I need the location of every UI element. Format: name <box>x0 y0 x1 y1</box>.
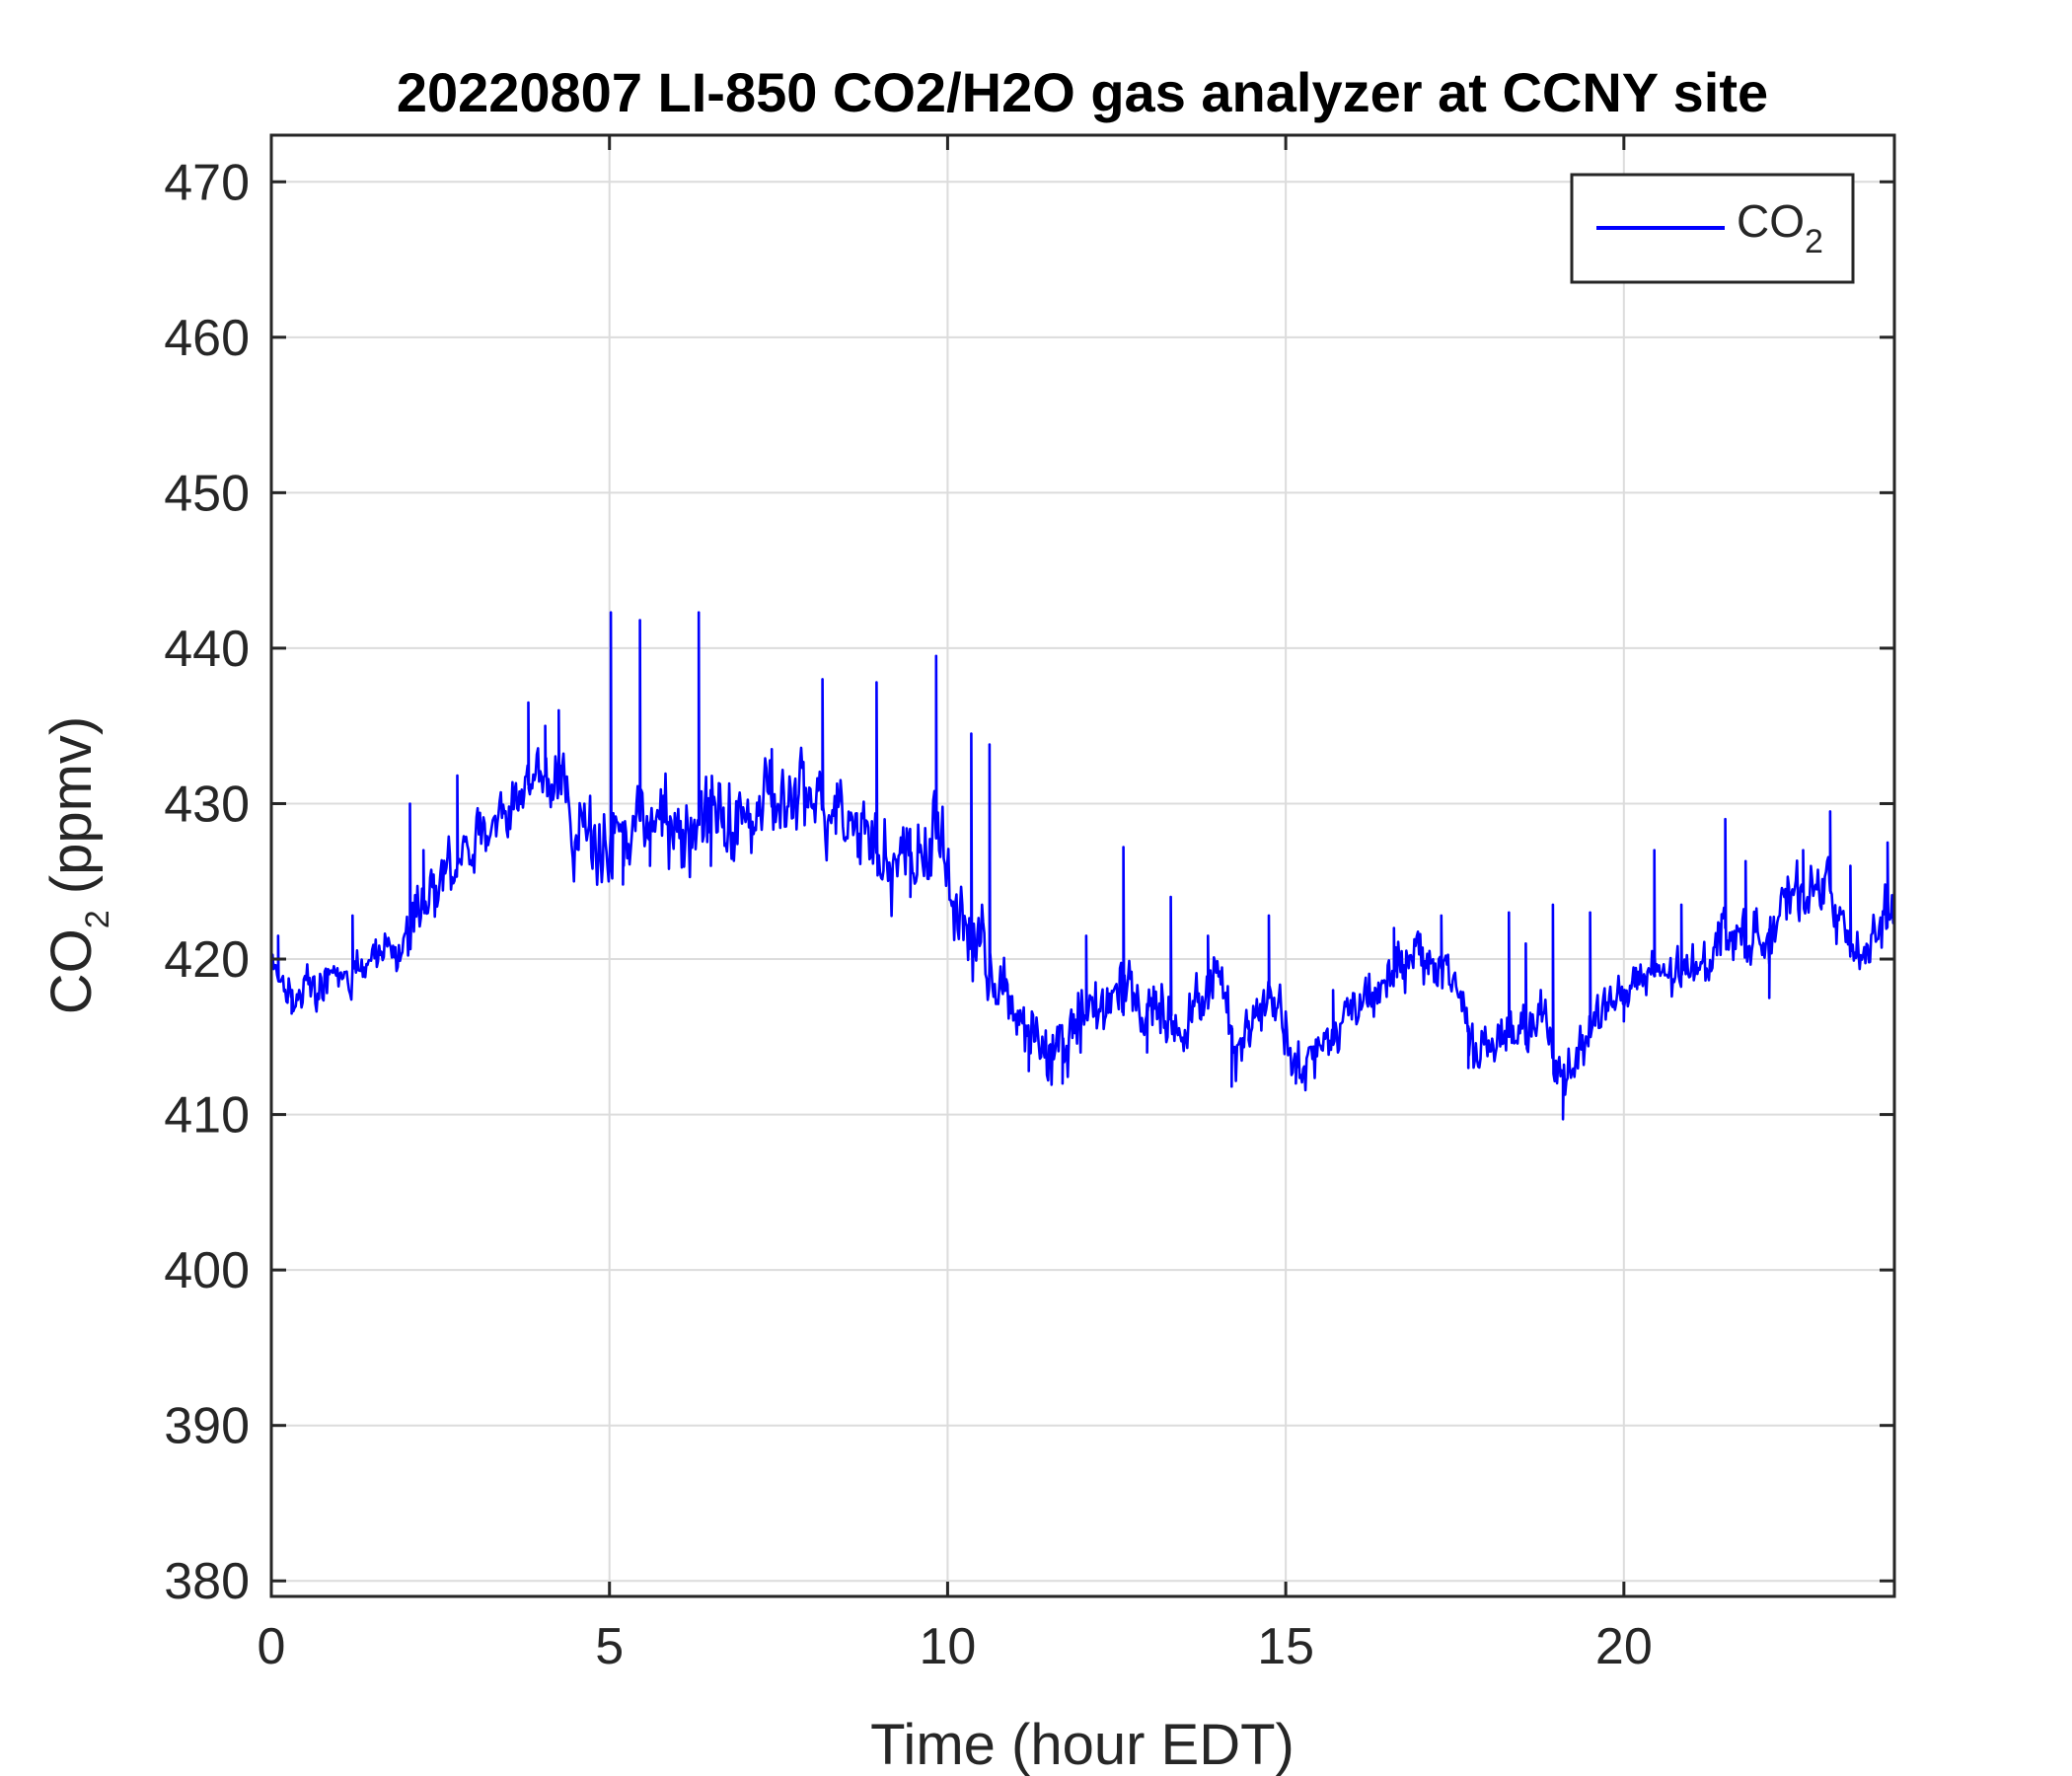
grid-lines <box>270 135 1894 1596</box>
y-tick-label: 420 <box>164 931 250 989</box>
y-tick-label: 450 <box>164 465 250 522</box>
y-axis-title-main: CO <box>39 928 104 1014</box>
x-tick-label: 20 <box>1595 1618 1653 1675</box>
y-tick-label: 410 <box>164 1087 250 1145</box>
x-tick-label: 10 <box>919 1618 976 1675</box>
legend-label: CO2 <box>1737 195 1823 260</box>
y-axis-title: CO2 (ppmv) <box>39 716 116 1015</box>
y-tick-label: 470 <box>164 154 250 211</box>
plot-area-frame <box>269 133 1896 1598</box>
x-tick-label: 15 <box>1257 1618 1314 1675</box>
tick-labels: 0 5 10 15 20 380 390 400 410 420 430 440 450 460 470 <box>164 154 1653 1675</box>
y-tick-label: 380 <box>164 1553 250 1610</box>
y-tick-label: 400 <box>164 1242 250 1299</box>
legend-label-subscript: 2 <box>1805 223 1823 260</box>
x-tick-label: 5 <box>595 1618 624 1675</box>
series-layer <box>269 611 1896 1121</box>
x-tick-label: 0 <box>258 1618 286 1675</box>
legend-label-main: CO <box>1737 195 1805 247</box>
co2-series-line <box>269 611 1896 1121</box>
y-tick-label: 390 <box>164 1398 250 1455</box>
y-axis-title-subscript: 2 <box>79 910 116 928</box>
tick-marks <box>269 135 1894 1596</box>
y-tick-label: 460 <box>164 310 250 367</box>
chart-title: 20220807 LI-850 CO2/H2O gas analyzer at … <box>397 61 1768 123</box>
y-axis-title-tail: (ppmv) <box>39 716 104 911</box>
x-axis-title: Time (hour EDT) <box>870 1713 1295 1776</box>
legend: CO2 <box>1570 173 1855 284</box>
y-tick-label: 440 <box>164 621 250 678</box>
y-tick-label: 430 <box>164 776 250 833</box>
plot-area-background <box>271 135 1894 1596</box>
